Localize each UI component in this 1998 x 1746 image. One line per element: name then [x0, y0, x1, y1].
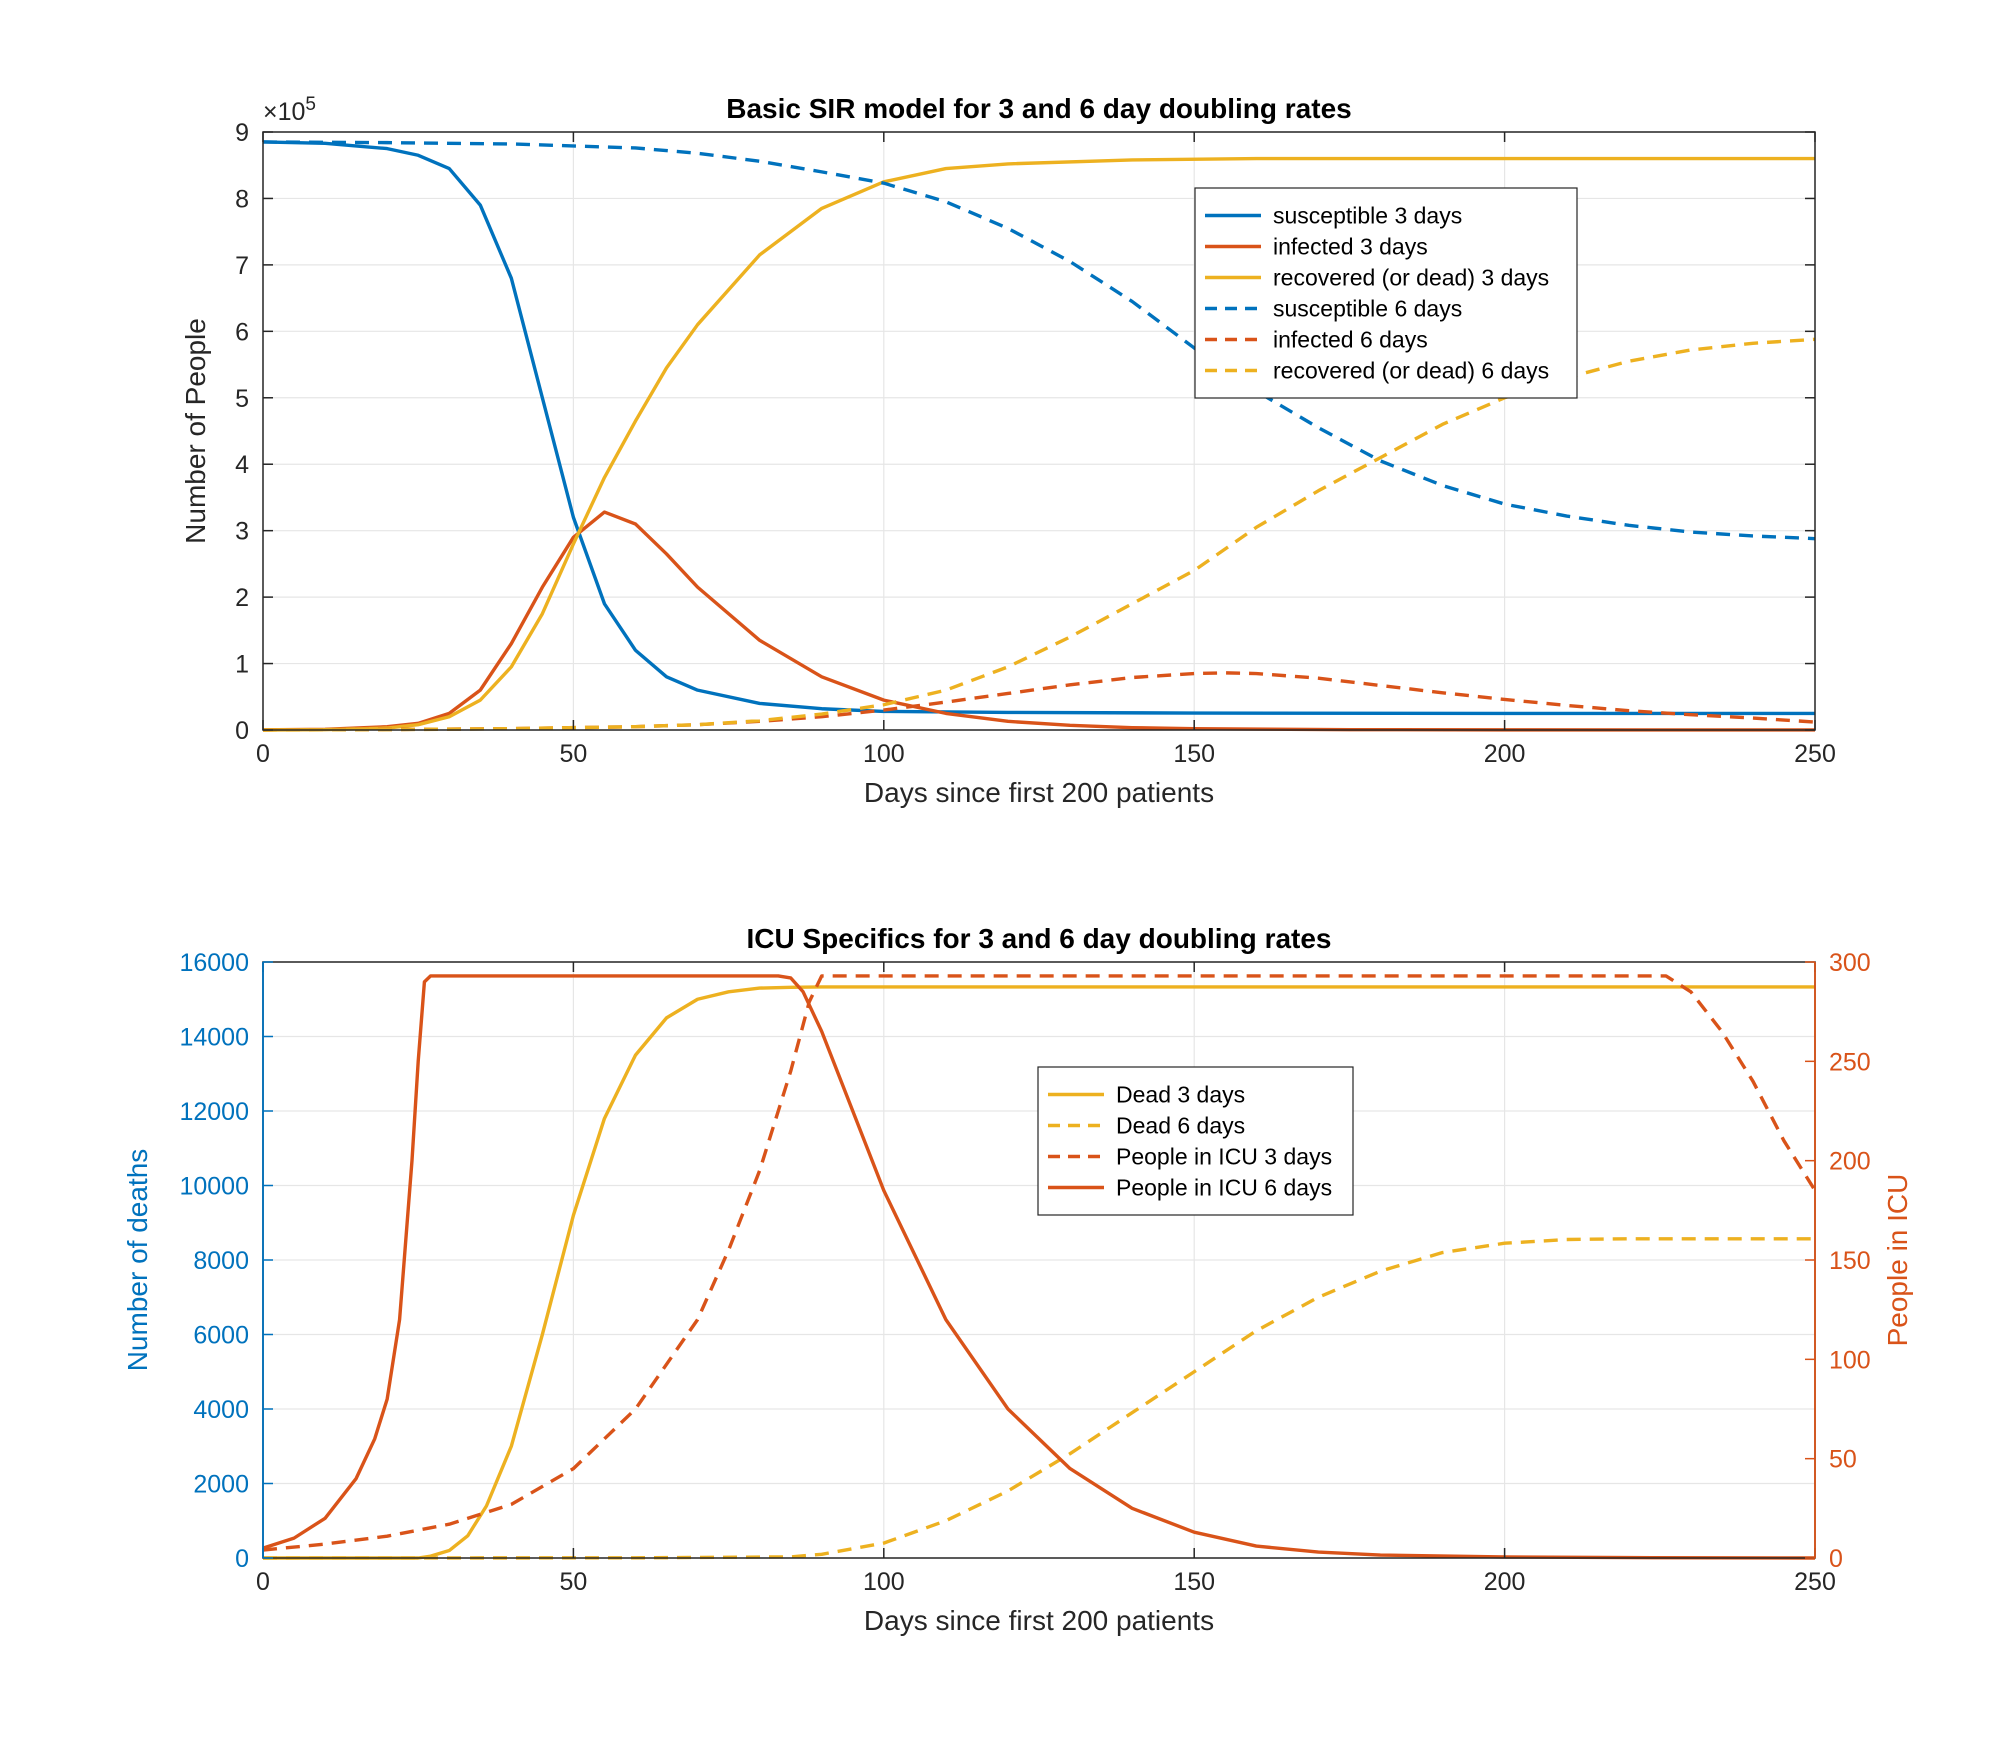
y-tick-label-right: 300	[1829, 949, 1871, 977]
y-tick-label: 14000	[179, 1024, 249, 1052]
legend-label: People in ICU 6 days	[1116, 1175, 1332, 1201]
x-tick-label: 150	[1173, 1568, 1215, 1596]
y-tick-label: 9	[235, 119, 249, 147]
y-tick-label: 4	[235, 451, 249, 479]
y-tick-label-right: 150	[1829, 1247, 1871, 1275]
series-line-people-in-icu-3-days	[262, 974, 1817, 1552]
legend-item-infected-3-days[interactable]: infected 3 days	[1205, 234, 1428, 260]
y-tick-label-right: 100	[1829, 1346, 1871, 1374]
series-line-dead-3-days	[263, 985, 1815, 1560]
y-tick-label: 0	[235, 717, 249, 745]
y-tick-label: 0	[235, 1545, 249, 1573]
legend-item-susceptible-3-days[interactable]: susceptible 3 days	[1205, 203, 1462, 229]
y-tick-label: 8000	[193, 1247, 249, 1275]
legend-item-dead-6-days[interactable]: Dead 6 days	[1048, 1113, 1245, 1139]
icu-y-axis-label-right: People in ICU	[1882, 1174, 1913, 1347]
legend-item-recovered-or-dead-3-days[interactable]: recovered (or dead) 3 days	[1205, 265, 1549, 291]
x-tick-label: 150	[1173, 740, 1215, 768]
y-tick-label: 8	[235, 185, 249, 213]
x-tick-label: 200	[1484, 740, 1526, 768]
sir-x-axis-label: Days since first 200 patients	[864, 777, 1214, 808]
sir-y-exponent-power: 5	[305, 94, 316, 115]
sir-y-exponent: ×105	[263, 94, 316, 126]
x-tick-label: 200	[1484, 1568, 1526, 1596]
legend-label: susceptible 3 days	[1273, 203, 1462, 229]
legend-item-dead-3-days[interactable]: Dead 3 days	[1048, 1082, 1245, 1108]
legend-label: People in ICU 3 days	[1116, 1144, 1332, 1170]
y-tick-label: 3	[235, 518, 249, 546]
sir-y-exponent-base: ×10	[263, 98, 305, 126]
y-tick-label-right: 200	[1829, 1148, 1871, 1176]
sir-grid	[262, 131, 1816, 731]
icu-grid	[262, 961, 1816, 1559]
y-tick-label-right: 0	[1829, 1545, 1843, 1573]
legend-label: Dead 6 days	[1116, 1113, 1245, 1139]
x-tick-label: 250	[1794, 740, 1836, 768]
legend-box	[1194, 187, 1578, 399]
y-tick-label-right: 250	[1829, 1048, 1871, 1076]
legend-item-people-in-icu-6-days[interactable]: People in ICU 6 days	[1048, 1175, 1332, 1201]
series-line-people-in-icu-6-days	[262, 974, 1816, 1560]
x-tick-label: 0	[256, 1568, 270, 1596]
sir-chart-title: Basic SIR model for 3 and 6 day doubling…	[726, 93, 1351, 124]
legend-item-susceptible-6-days[interactable]: susceptible 6 days	[1205, 296, 1462, 322]
sir-series	[262, 140, 1816, 732]
x-tick-label: 0	[256, 740, 270, 768]
sir-y-ticks: 0 1 2 3 4 5 6 7 8 9	[235, 119, 1815, 745]
y-tick-label: 6000	[193, 1322, 249, 1350]
icu-y-ticks-left: 0 2000 4000 6000 8000 10000 12000 14000 16000	[179, 949, 273, 1573]
y-tick-label: 4000	[193, 1396, 249, 1424]
legend-label: susceptible 6 days	[1273, 296, 1462, 322]
icu-chart-title: ICU Specifics for 3 and 6 day doubling r…	[746, 923, 1331, 954]
series-line-susceptible-6-days	[262, 140, 1816, 541]
y-tick-label: 16000	[179, 949, 249, 977]
legend-label: infected 6 days	[1273, 327, 1428, 353]
sir-axes-box	[262, 131, 1816, 731]
y-tick-label: 12000	[179, 1098, 249, 1126]
y-tick-label: 1	[235, 651, 249, 679]
y-tick-label-right: 50	[1829, 1446, 1857, 1474]
series-line-susceptible-3-days	[262, 140, 1815, 716]
icu-series	[262, 974, 1817, 1560]
sir-legend[interactable]: susceptible 3 days infected 3 days recover…	[1194, 187, 1578, 399]
legend-box	[1037, 1066, 1354, 1216]
x-tick-label: 50	[559, 740, 587, 768]
legend-label: recovered (or dead) 6 days	[1273, 358, 1549, 384]
series-line-dead-6-days	[262, 1237, 1815, 1560]
icu-chart: 0 50 100 150 200 250 020004000600080001000012…	[122, 923, 1913, 1636]
legend-item-recovered-or-dead-6-days[interactable]: recovered (or dead) 6 days	[1205, 358, 1549, 384]
sir-y-axis-label: Number of People	[180, 318, 211, 544]
sir-chart: 0 50 100 150 200 250 0 1 2 3 4 5 6 7 8 9 Basic SIR mod…	[180, 93, 1836, 808]
y-tick-label: 6	[235, 318, 249, 346]
legend-item-infected-6-days[interactable]: infected 6 days	[1205, 327, 1428, 353]
series-line-recovered-or-dead-3-days	[262, 156, 1815, 732]
legend-label: recovered (or dead) 3 days	[1273, 265, 1549, 291]
y-tick-label: 5	[235, 385, 249, 413]
x-tick-label: 50	[559, 1568, 587, 1596]
icu-y-ticks-right: 0 50 100 150 200 250 300	[262, 949, 1871, 1573]
series-line-infected-3-days	[262, 510, 1816, 732]
y-tick-label: 2	[235, 584, 249, 612]
sir-x-ticks: 0 50 100 150 200 250	[256, 132, 1836, 768]
y-tick-label: 10000	[179, 1173, 249, 1201]
legend-label: Dead 3 days	[1116, 1082, 1245, 1108]
series-line-recovered-or-dead-6-days	[262, 337, 1816, 732]
x-tick-label: 250	[1794, 1568, 1836, 1596]
icu-legend[interactable]: Dead 3 days Dead 6 days People in ICU 3 da…	[1037, 1066, 1354, 1216]
legend-item-people-in-icu-3-days[interactable]: People in ICU 3 days	[1048, 1144, 1332, 1170]
icu-x-axis-label: Days since first 200 patients	[864, 1605, 1214, 1636]
y-tick-label: 7	[235, 252, 249, 280]
x-tick-label: 100	[863, 1568, 905, 1596]
legend-label: infected 3 days	[1273, 234, 1428, 260]
icu-y-axis-label-left: Number of deaths	[122, 1149, 153, 1372]
y-tick-label: 2000	[193, 1471, 249, 1499]
icu-x-ticks: 0 50 100 150 200 250	[256, 962, 1836, 1596]
x-tick-label: 100	[863, 740, 905, 768]
